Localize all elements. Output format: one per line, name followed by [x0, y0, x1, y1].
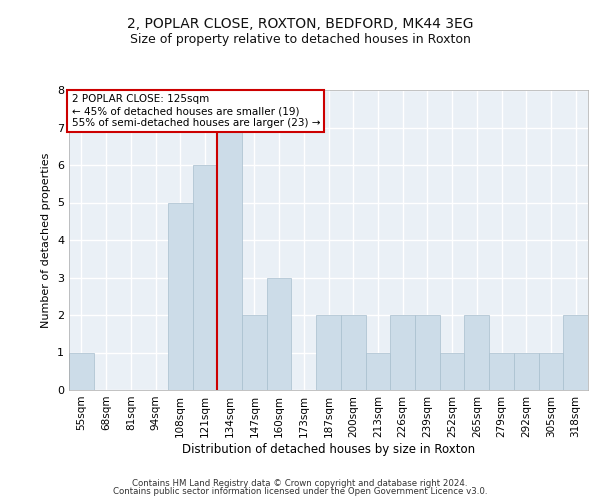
Bar — [390, 315, 415, 390]
Bar — [563, 315, 588, 390]
Bar — [168, 202, 193, 390]
Text: 2 POPLAR CLOSE: 125sqm
← 45% of detached houses are smaller (19)
55% of semi-det: 2 POPLAR CLOSE: 125sqm ← 45% of detached… — [71, 94, 320, 128]
Bar — [489, 352, 514, 390]
Bar — [217, 128, 242, 390]
Bar — [415, 315, 440, 390]
Bar — [440, 352, 464, 390]
Y-axis label: Number of detached properties: Number of detached properties — [41, 152, 52, 328]
X-axis label: Distribution of detached houses by size in Roxton: Distribution of detached houses by size … — [182, 442, 475, 456]
Bar — [267, 278, 292, 390]
Text: Size of property relative to detached houses in Roxton: Size of property relative to detached ho… — [130, 32, 470, 46]
Text: Contains HM Land Registry data © Crown copyright and database right 2024.: Contains HM Land Registry data © Crown c… — [132, 478, 468, 488]
Text: Contains public sector information licensed under the Open Government Licence v3: Contains public sector information licen… — [113, 487, 487, 496]
Bar — [514, 352, 539, 390]
Bar — [365, 352, 390, 390]
Bar — [69, 352, 94, 390]
Bar — [341, 315, 365, 390]
Bar — [316, 315, 341, 390]
Bar — [242, 315, 267, 390]
Bar — [464, 315, 489, 390]
Text: 2, POPLAR CLOSE, ROXTON, BEDFORD, MK44 3EG: 2, POPLAR CLOSE, ROXTON, BEDFORD, MK44 3… — [127, 18, 473, 32]
Bar — [539, 352, 563, 390]
Bar — [193, 165, 217, 390]
